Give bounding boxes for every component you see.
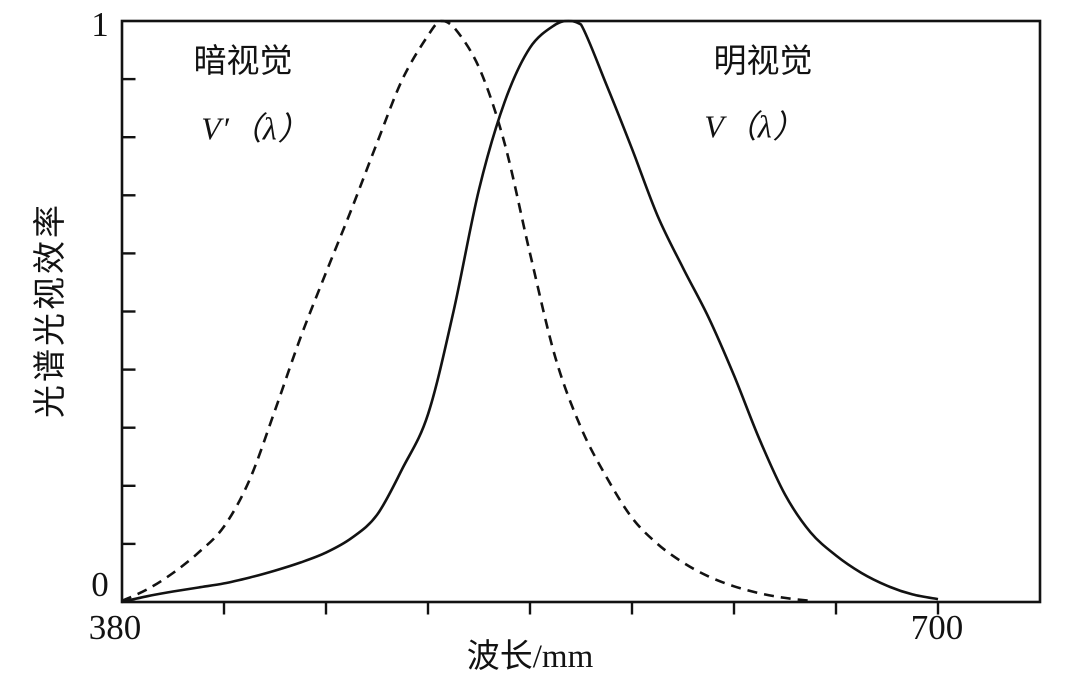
y-tick-label-0: 0 <box>91 564 109 604</box>
y-tick-label-1: 1 <box>91 4 109 44</box>
scotopic-annotation: 暗视觉 <box>193 43 293 80</box>
plot-border <box>120 19 1042 604</box>
y-ticks <box>122 77 136 546</box>
x-ticks <box>222 602 940 615</box>
photopic-annotation: 明视觉 <box>713 43 813 80</box>
x-tick-label-700: 700 <box>910 607 964 647</box>
x-tick-label-380: 380 <box>88 607 142 647</box>
y-axis-title: 光谱光视效率 <box>32 202 69 418</box>
photopic-symbol: V（λ） <box>704 108 806 145</box>
photopic-curve <box>121 19 939 604</box>
x-axis-title: 波长/mm <box>466 638 594 675</box>
scotopic-symbol: V′（λ） <box>201 110 311 147</box>
